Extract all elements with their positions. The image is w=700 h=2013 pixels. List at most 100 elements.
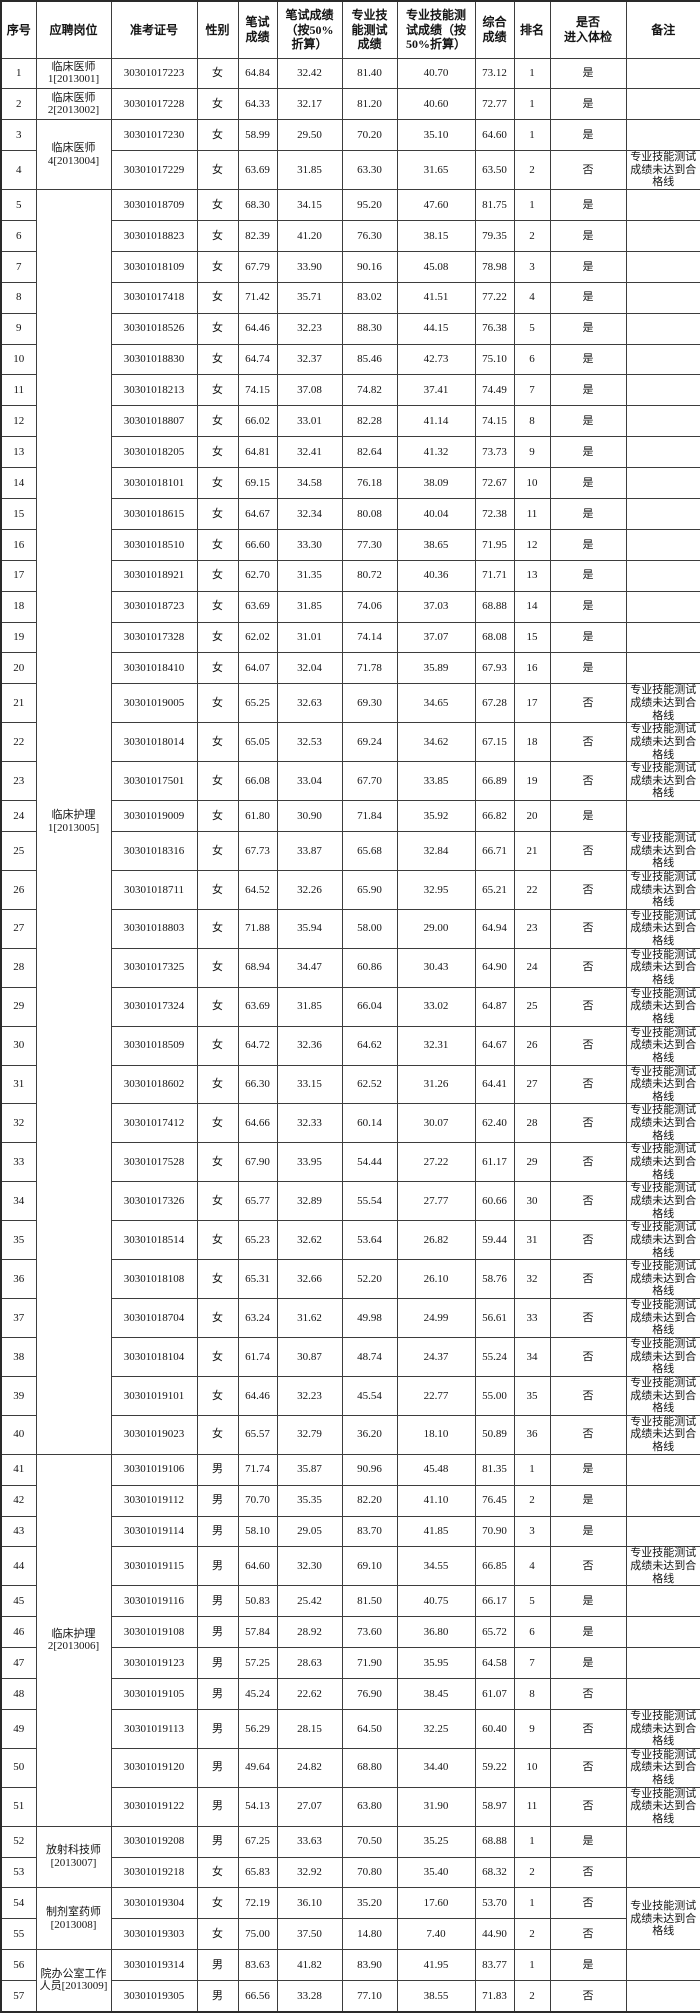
cell-remark: [625, 1484, 700, 1517]
cell-composite-score: 64.94: [474, 908, 515, 949]
cell-skill-score: 81.40: [341, 57, 398, 90]
cell-ticket-number: 30301017412: [110, 1103, 198, 1144]
cell-rank: 6: [513, 343, 551, 376]
cell-written-score: 71.88: [237, 908, 278, 949]
cell-skill-score: 60.14: [341, 1103, 398, 1144]
cell-skill-score-50: 38.45: [396, 1678, 476, 1710]
cell-physical-exam: 否: [549, 683, 627, 724]
cell-gender: 女: [196, 1856, 239, 1889]
cell-ticket-number: 30301018510: [110, 528, 198, 561]
col-header-no: 序号: [0, 0, 37, 59]
cell-gender: 女: [196, 590, 239, 623]
cell-rank: 8: [513, 1678, 551, 1710]
cell-position: 临床医师1[2013001]: [35, 57, 112, 90]
table-row: 35 30301018514 女 65.23 32.62 53.64 26.82 59.44 3…: [0, 1220, 700, 1261]
cell-written-score: 67.25: [237, 1825, 278, 1858]
cell-remark: 专业技能测试成绩未达到合格线: [625, 908, 700, 949]
cell-position: 制剂室药师[2013008]: [35, 1887, 112, 1951]
cell-ticket-number: 30301019005: [110, 683, 198, 724]
cell-serial-no: 51: [0, 1786, 37, 1827]
cell-gender: 女: [196, 57, 239, 90]
cell-written-score: 67.79: [237, 250, 278, 283]
cell-serial-no: 38: [0, 1336, 37, 1377]
cell-ticket-number: 30301017229: [110, 150, 198, 191]
cell-written-score: 64.81: [237, 436, 278, 469]
cell-ticket-number: 30301017325: [110, 947, 198, 988]
cell-written-score-50: 33.28: [276, 1980, 343, 2013]
cell-skill-score: 81.50: [341, 1585, 398, 1618]
cell-skill-score: 81.20: [341, 88, 398, 121]
cell-gender: 女: [196, 1414, 239, 1455]
table-row: 37 30301018704 女 63.24 31.62 49.98 24.99 56.61 3…: [0, 1298, 700, 1338]
cell-serial-no: 35: [0, 1220, 37, 1261]
cell-composite-score: 66.85: [474, 1546, 515, 1587]
table-row: 6 30301018823 女 82.39 41.20 76.30 38.15 79.35 2 是: [0, 219, 700, 252]
cell-physical-exam: 否: [549, 1918, 627, 1951]
cell-gender: 女: [196, 250, 239, 283]
cell-position: 临床医师4[2013004]: [35, 119, 112, 191]
col-header-rank: 排名: [513, 0, 551, 59]
cell-serial-no: 32: [0, 1103, 37, 1144]
cell-skill-score: 69.10: [341, 1546, 398, 1587]
cell-physical-exam: 否: [549, 1856, 627, 1889]
cell-gender: 女: [196, 559, 239, 592]
cell-gender: 女: [196, 831, 239, 871]
cell-remark: [625, 250, 700, 283]
cell-skill-score-50: 37.03: [396, 590, 476, 623]
cell-physical-exam: 是: [549, 405, 627, 438]
table-row: 5 临床护理1[2013005] 30301018709 女 68.30 34.15 95.…: [0, 189, 700, 1455]
cell-serial-no: 44: [0, 1546, 37, 1587]
cell-physical-exam: 是: [549, 189, 627, 221]
cell-ticket-number: 30301017418: [110, 281, 198, 314]
cell-serial-no: 18: [0, 590, 37, 623]
cell-physical-exam: 否: [549, 1678, 627, 1710]
cell-remark: 专业技能测试成绩未达到合格线: [625, 1747, 700, 1788]
cell-written-score-50: 32.17: [276, 88, 343, 121]
cell-remark: [625, 119, 700, 152]
table-row: 14 30301018101 女 69.15 34.58 76.18 38.09 72.67 1…: [0, 467, 700, 499]
cell-ticket-number: 30301017528: [110, 1142, 198, 1183]
cell-skill-score-50: 27.22: [396, 1142, 476, 1183]
table-row: 52 放射科技师[2013007] 30301019208 男 67.25 33.63 70…: [0, 1825, 700, 1889]
cell-skill-score: 90.16: [341, 250, 398, 283]
cell-rank: 16: [513, 652, 551, 685]
cell-physical-exam: 否: [549, 1259, 627, 1300]
cell-rank: 26: [513, 1025, 551, 1066]
cell-remark: [625, 528, 700, 561]
cell-skill-score-50: 45.08: [396, 250, 476, 283]
cell-ticket-number: 30301019120: [110, 1747, 198, 1788]
cell-written-score-50: 32.41: [276, 436, 343, 469]
cell-ticket-number: 30301019023: [110, 1414, 198, 1455]
cell-ticket-number: 30301019106: [110, 1453, 198, 1486]
cell-ticket-number: 30301018014: [110, 722, 198, 763]
cell-physical-exam: 是: [549, 250, 627, 283]
col-header-position: 应聘岗位: [35, 0, 112, 59]
cell-gender: 女: [196, 528, 239, 561]
cell-ticket-number: 30301018803: [110, 908, 198, 949]
cell-skill-score: 52.20: [341, 1259, 398, 1300]
cell-gender: 女: [196, 1181, 239, 1222]
cell-serial-no: 1: [0, 57, 37, 90]
cell-ticket-number: 30301019304: [110, 1887, 198, 1920]
cell-skill-score-50: 41.14: [396, 405, 476, 438]
cell-serial-no: 48: [0, 1678, 37, 1710]
table-row: 12 30301018807 女 66.02 33.01 82.28 41.14 74.15 8…: [0, 405, 700, 438]
cell-physical-exam: 是: [549, 312, 627, 345]
cell-gender: 女: [196, 1142, 239, 1183]
cell-ticket-number: 30301018316: [110, 831, 198, 871]
cell-physical-exam: 是: [549, 498, 627, 530]
cell-remark: [625, 1453, 700, 1486]
table-row: 47 30301019123 男 57.25 28.63 71.90 35.95 64.58 7…: [0, 1647, 700, 1680]
cell-written-score: 66.30: [237, 1064, 278, 1105]
cell-gender: 女: [196, 621, 239, 654]
cell-ticket-number: 30301019218: [110, 1856, 198, 1889]
cell-composite-score: 68.08: [474, 621, 515, 654]
cell-written-score: 58.10: [237, 1515, 278, 1548]
cell-serial-no: 25: [0, 831, 37, 871]
cell-gender: 男: [196, 1546, 239, 1587]
cell-written-score-50: 35.71: [276, 281, 343, 314]
cell-serial-no: 5: [0, 189, 37, 221]
cell-physical-exam: 否: [549, 1336, 627, 1377]
cell-gender: 男: [196, 1949, 239, 1982]
col-header-remark: 备注: [625, 0, 700, 59]
